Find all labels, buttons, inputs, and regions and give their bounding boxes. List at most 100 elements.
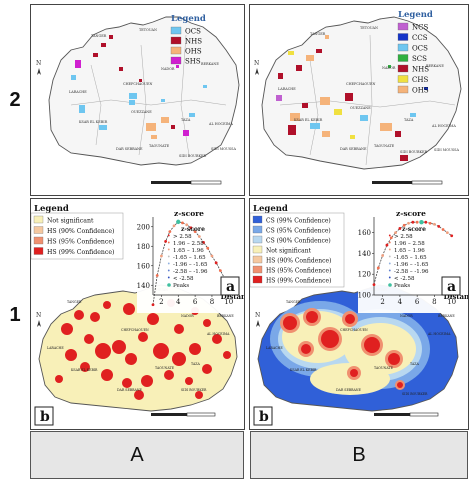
map-bottom-right: TANGER TETOUAN LARACHE KSAR EL KEBIR CHE… [250,199,468,429]
legend-label: HS (95% Confidence) [47,239,114,246]
north-arrow-icon: N [36,60,41,75]
svg-text:AL HOCEIMA: AL HOCEIMA [206,332,230,336]
svg-text:KSAR EL KEBIR: KSAR EL KEBIR [290,368,317,372]
peak-point [176,219,181,225]
inset-legend-label: -2.58 – -1.96 [394,269,429,275]
svg-text:NADOR: NADOR [181,314,194,318]
y-tick-label: 140 [358,250,371,258]
y-tick-label: 120 [358,271,371,279]
legend-swatch [397,85,409,94]
legend-label: NHS [412,66,429,74]
svg-text:LARACHE: LARACHE [278,87,296,91]
svg-text:Legend: Legend [34,204,69,214]
data-point [164,239,168,243]
data-point [168,230,172,234]
svg-text:AL HOCEIMA: AL HOCEIMA [431,124,456,128]
data-point [155,274,159,277]
svg-text:KSAR EL KEBIR: KSAR EL KEBIR [79,120,108,124]
svg-text:TAOUNATE: TAOUNATE [155,366,175,370]
data-point [210,254,214,258]
legend-label: CHS [412,76,428,84]
data-point [428,221,432,225]
data-point [372,283,376,286]
data-point [214,261,218,265]
legend-swatch [252,215,263,224]
inset-legend-marker: • [388,275,392,282]
legend-label: HS (99% Confidence) [266,278,331,285]
inset-legend-label: 1.65 – 1.96 [173,248,204,254]
data-point [433,222,436,226]
legend-swatch [252,265,263,274]
inset-legend-label: 1.65 – 1.96 [394,248,425,254]
column-label-b: B [250,431,468,479]
hotspots-top-left [71,35,207,139]
legend-label: OCS [185,28,201,36]
svg-text:LARACHE: LARACHE [47,346,64,350]
legend-swatch [397,33,409,41]
data-point [415,220,419,224]
svg-text:TAOUNATE: TAOUNATE [374,366,394,370]
map-top-left: TANGER TETOUAN LARACHE KSAR EL KEBIR CHE… [31,5,244,195]
data-point [411,220,415,224]
svg-text:CHEFCHAOUEN: CHEFCHAOUEN [346,82,375,86]
svg-text:Legend: Legend [253,204,288,214]
svg-text:CHEFCHAOUEN: CHEFCHAOUEN [340,328,368,332]
inset-legend-peaks: Peaks [394,283,410,289]
svg-text:TANGER: TANGER [286,300,301,304]
svg-text:BERKANE: BERKANE [426,64,444,68]
north-arrow-icon: N [254,60,259,75]
x-tick-label: 4 [398,298,403,306]
legend-label: NCS [412,24,428,32]
scale-bar [151,180,222,185]
y-tick-label: 160 [137,262,150,270]
svg-text:TANGER: TANGER [310,32,326,36]
inset-legend-marker: • [167,261,171,268]
x-tick-label: 10 [447,298,456,306]
x-tick-label: 4 [176,298,181,306]
data-point [394,231,397,234]
data-point [385,243,389,247]
inset-legend-marker: • [167,233,171,240]
sub-label-b: b [253,406,273,426]
x-axis-label: Distance (Km) [221,292,244,301]
x-axis-label: Distance (Km) [444,292,468,301]
legend-top-right: Legend [398,10,433,20]
legend-swatch [33,236,44,245]
svg-text:SIDI BOUBKER: SIDI BOUBKER [402,392,428,396]
data-point [185,223,189,227]
svg-text:N: N [36,60,41,67]
data-point [424,220,428,224]
svg-text:AL HOCEIMA: AL HOCEIMA [208,122,233,126]
map-top-right: TANGER TETOUAN LARACHE KSAR EL KEBIR CHE… [250,5,468,195]
legend-swatch [397,54,409,62]
row-label-2: 2 [9,88,21,111]
svg-text:NADOR: NADOR [161,67,175,71]
data-point [450,234,454,238]
legend-swatch [252,245,263,254]
svg-text:NADOR: NADOR [382,66,396,70]
svg-text:DAR SEBBANE: DAR SEBBANE [336,388,362,392]
sub-label-a: a [441,276,461,296]
inset-legend-peaks: Peaks [173,283,189,289]
svg-text:SIDI BOUBKER: SIDI BOUBKER [181,388,207,392]
legend-swatch [170,56,182,65]
city-labels-top-right: TANGER TETOUAN LARACHE KSAR EL KEBIR CHE… [278,26,459,154]
svg-text:N: N [255,312,260,319]
legend-label: OHS [185,48,202,56]
svg-text:TANGER: TANGER [67,300,82,304]
x-tick-label: 6 [415,298,420,306]
inset-legend-label: -1.65 – 1.65 [173,255,206,261]
city-labels-top-left: TANGER TETOUAN LARACHE KSAR EL KEBIR CHE… [69,28,236,158]
y-tick-label: 180 [137,243,150,251]
legend-swatch [252,225,263,234]
inset-legend-label: < -2.58 [173,276,194,282]
legend-swatch [397,64,409,73]
legend-label: SCS [412,55,427,63]
inset-legend-label: 1.96 – 2.58 [173,241,204,247]
inset-legend-label: -2.58 – -1.96 [173,269,208,275]
svg-text:SIDI BOUBKER: SIDI BOUBKER [179,154,206,158]
scale-bar [374,412,439,417]
legend-label: HS (90% Confidence) [266,258,331,265]
inset-legend-title: z-score [181,226,205,233]
data-point [172,224,176,228]
